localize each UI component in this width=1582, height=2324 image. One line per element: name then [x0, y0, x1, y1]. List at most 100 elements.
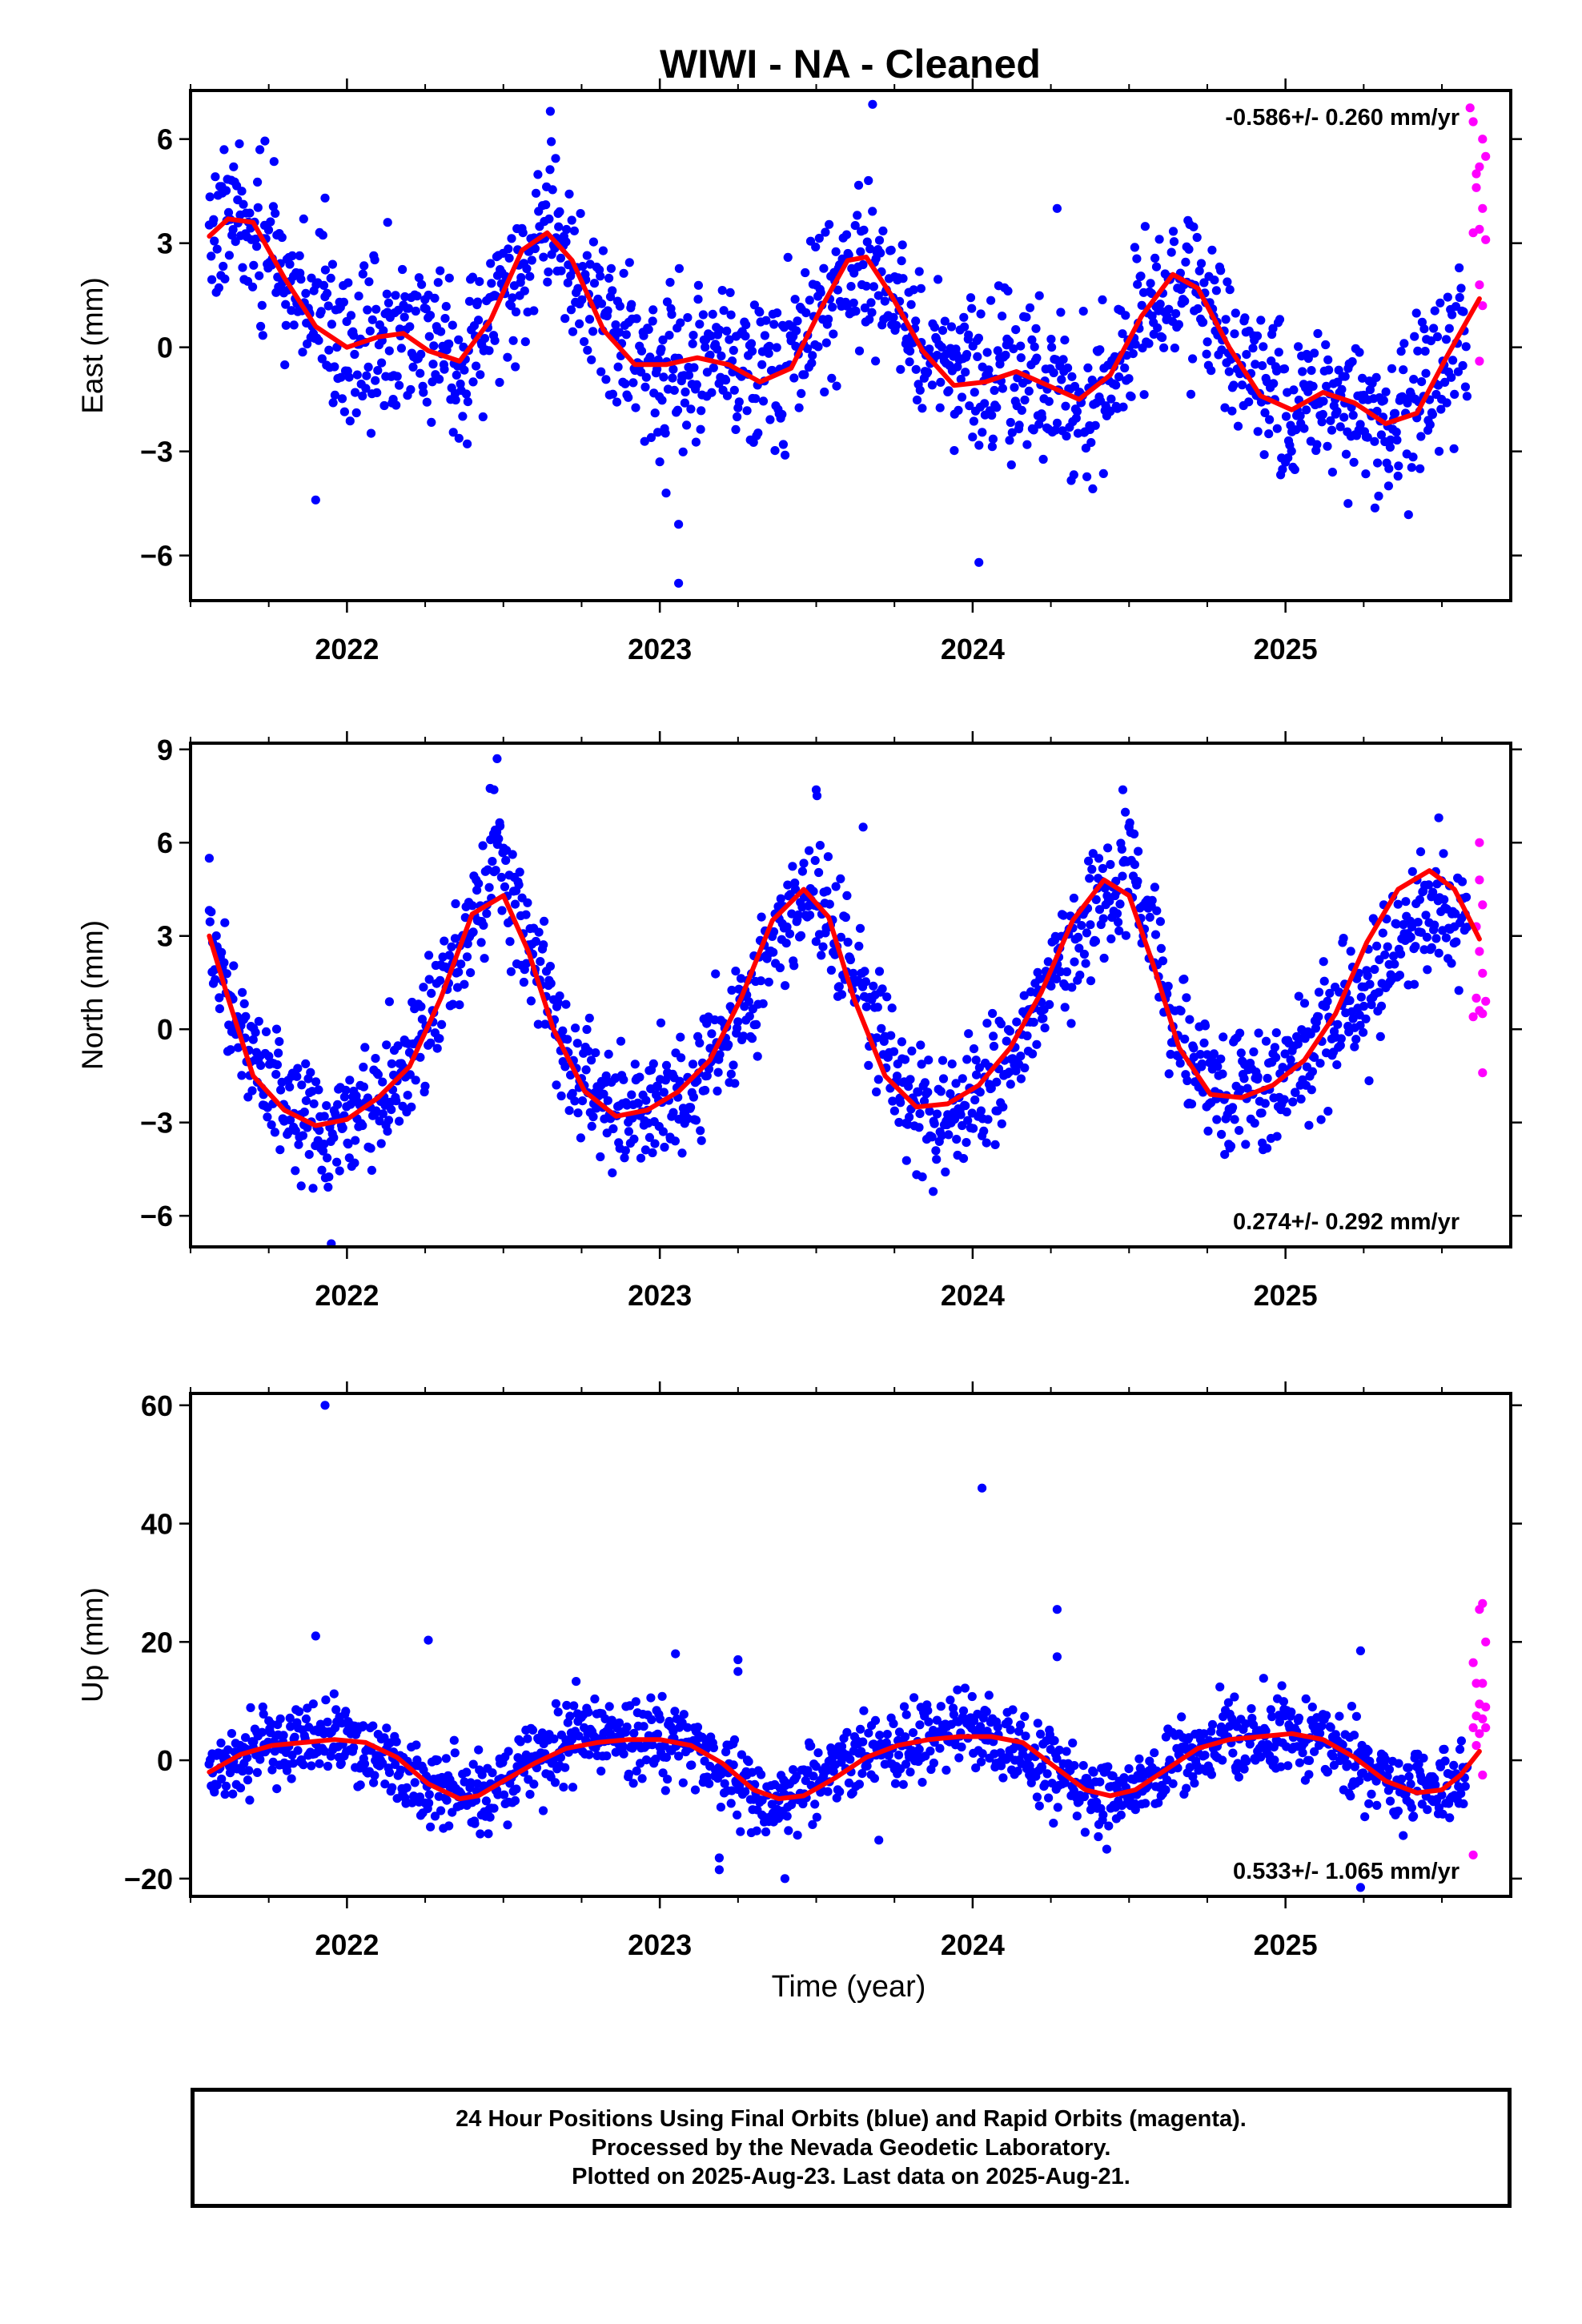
final-orbit-point [460, 365, 469, 375]
final-orbit-point [896, 1098, 905, 1108]
final-orbit-point [816, 287, 825, 297]
final-orbit-point [701, 1085, 710, 1096]
final-orbit-point [1455, 263, 1464, 273]
final-orbit-point [588, 327, 598, 336]
final-orbit-point [500, 882, 510, 891]
final-orbit-point [1261, 1726, 1271, 1735]
up-y-tick-label: −20 [124, 1863, 173, 1896]
final-orbit-point [949, 1710, 958, 1719]
final-orbit-point [749, 300, 760, 310]
final-orbit-point [854, 1779, 864, 1789]
final-orbit-point [622, 1722, 632, 1732]
final-orbit-point [1456, 1736, 1466, 1746]
final-orbit-point [450, 934, 460, 943]
final-orbit-point [646, 1693, 656, 1703]
north-rapid-orbit-points [1468, 838, 1491, 1078]
final-orbit-point [1153, 323, 1162, 332]
final-orbit-point [1003, 286, 1013, 296]
final-orbit-point [641, 1096, 651, 1105]
final-orbit-point [667, 310, 677, 320]
final-orbit-point [238, 263, 247, 272]
rapid-orbit-point [1475, 875, 1484, 885]
final-orbit-point [1442, 398, 1452, 408]
final-orbit-point [451, 899, 460, 909]
final-orbit-point [1259, 342, 1268, 352]
final-orbit-point [1294, 991, 1303, 1001]
final-orbit-point [476, 370, 485, 380]
final-orbit-point [1103, 1762, 1113, 1771]
final-orbit-point [440, 314, 450, 324]
final-orbit-point [1411, 308, 1421, 318]
final-orbit-point [328, 398, 338, 408]
final-orbit-point [676, 1032, 685, 1042]
final-orbit-point [982, 348, 992, 357]
final-orbit-point [441, 1754, 451, 1763]
final-orbit-point [286, 1115, 295, 1125]
final-orbit-point [346, 1100, 355, 1109]
final-orbit-point [489, 1803, 499, 1813]
final-orbit-point [1169, 237, 1179, 247]
final-orbit-point [428, 360, 438, 369]
final-orbit-point [797, 388, 806, 398]
final-orbit-point [358, 269, 367, 279]
final-orbit-point [1299, 999, 1310, 1008]
final-orbit-point [725, 287, 735, 297]
final-orbit-point [1133, 279, 1142, 289]
final-orbit-point [809, 887, 818, 896]
final-orbit-point [362, 371, 371, 380]
final-orbit-point [1399, 919, 1408, 930]
final-orbit-point [1460, 1782, 1470, 1791]
final-orbit-point [1176, 1006, 1186, 1015]
final-orbit-point [548, 185, 557, 195]
final-orbit-point [811, 785, 821, 794]
final-orbit-point [424, 951, 434, 960]
final-orbit-point [969, 1044, 979, 1054]
final-orbit-point [1372, 406, 1382, 416]
final-orbit-point [1154, 235, 1164, 244]
final-orbit-point [1229, 380, 1239, 390]
final-orbit-point [973, 352, 982, 361]
final-orbit-point [384, 346, 394, 356]
final-orbit-point [936, 377, 946, 387]
final-orbit-point [570, 1096, 580, 1106]
final-orbit-point [521, 959, 532, 968]
final-orbit-point [812, 1812, 821, 1822]
east-final-orbit-points [204, 99, 1472, 588]
final-orbit-point [228, 225, 238, 235]
final-orbit-point [648, 1148, 657, 1158]
final-orbit-point [330, 390, 339, 400]
final-orbit-point [1324, 365, 1334, 375]
final-orbit-point [319, 280, 329, 290]
final-orbit-point [207, 907, 216, 917]
final-orbit-point [1219, 1032, 1228, 1042]
final-orbit-point [775, 963, 785, 973]
final-orbit-point [670, 1136, 681, 1146]
final-orbit-point [889, 1047, 899, 1056]
final-orbit-point [421, 304, 431, 314]
final-orbit-point [511, 307, 521, 317]
final-orbit-point [1445, 1813, 1455, 1823]
final-orbit-point [968, 432, 978, 442]
final-orbit-point [569, 226, 580, 235]
final-orbit-point [1216, 1054, 1226, 1063]
final-orbit-point [1291, 425, 1301, 435]
final-orbit-point [679, 1710, 689, 1719]
final-orbit-point [1069, 893, 1078, 903]
final-orbit-point [364, 277, 374, 287]
final-orbit-point [209, 215, 219, 224]
final-orbit-point [747, 346, 757, 356]
final-orbit-point [1248, 344, 1258, 353]
final-orbit-point [653, 428, 663, 437]
final-orbit-point [1098, 914, 1108, 923]
final-orbit-point [669, 364, 678, 374]
final-orbit-point [1263, 1144, 1272, 1153]
final-orbit-point [1280, 1049, 1290, 1059]
final-orbit-point [424, 1790, 434, 1799]
final-orbit-point [350, 349, 359, 360]
final-orbit-point [887, 1003, 897, 1013]
final-orbit-point [966, 293, 976, 303]
final-orbit-point [581, 1065, 591, 1075]
final-orbit-point [678, 1778, 688, 1787]
final-orbit-point [1355, 348, 1364, 357]
final-orbit-point [1115, 899, 1125, 909]
